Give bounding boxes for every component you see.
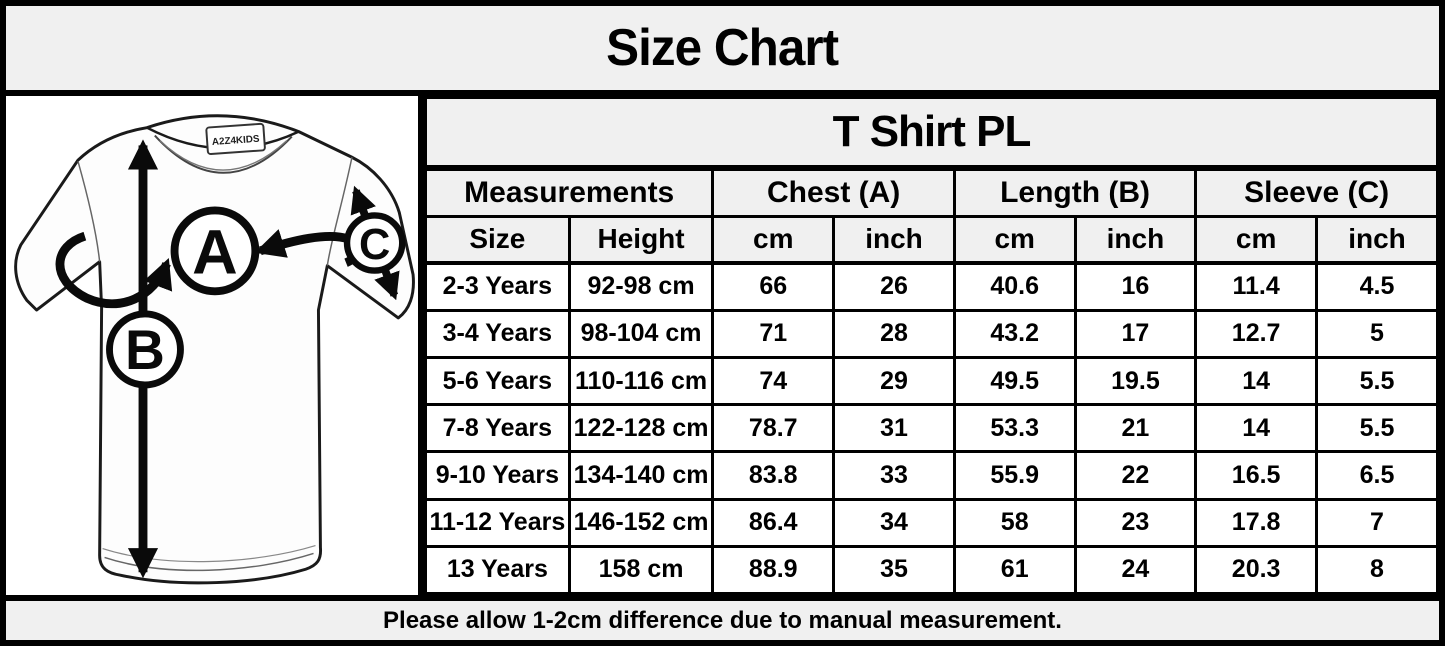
table-cell: 24 xyxy=(1073,544,1198,596)
marker-b-label: B xyxy=(125,319,165,381)
table-cell: 71 xyxy=(711,308,836,360)
table-cell: 7-8 Years xyxy=(424,403,571,454)
table-cell: 14 xyxy=(1194,356,1318,407)
neck-label-tag: A2Z4KIDS xyxy=(205,122,266,155)
subheader-height: Height xyxy=(567,215,715,265)
header-sleeve: Sleeve (C) xyxy=(1194,166,1439,218)
tag-text: A2Z4KIDS xyxy=(212,134,261,148)
table-cell: 7 xyxy=(1315,497,1439,548)
subheader-sleeve-inch: inch xyxy=(1315,215,1439,265)
table-cell: 58 xyxy=(952,497,1077,548)
table-cell: 34 xyxy=(832,497,956,548)
table-cell: 11.4 xyxy=(1194,261,1318,312)
table-cell: 23 xyxy=(1073,497,1198,548)
table-cell: 13 Years xyxy=(424,544,571,596)
table-cell: 4.5 xyxy=(1315,261,1439,312)
table-cell: 66 xyxy=(711,261,836,312)
subheader-sleeve-cm: cm xyxy=(1194,215,1318,265)
table-row: 2-3 Years 92-98 cm 66 26 40.6 16 11.4 4.… xyxy=(424,261,1439,312)
table-cell: 55.9 xyxy=(952,450,1077,501)
table-cell: 17.8 xyxy=(1194,497,1318,548)
table-row: 9-10 Years 134-140 cm 83.8 33 55.9 22 16… xyxy=(424,450,1439,501)
table-title-row: T Shirt PL xyxy=(424,96,1439,171)
table-cell: 31 xyxy=(832,403,956,454)
size-table: T Shirt PL Measurements Chest (A) Length… xyxy=(423,96,1439,596)
table-cell: 9-10 Years xyxy=(424,450,571,501)
sub-header-row: Size Height cm inch cm inch cm inch xyxy=(424,215,1439,265)
marker-a-label: A xyxy=(192,218,238,288)
table-cell: 21 xyxy=(1073,403,1198,454)
tshirt-diagram-svg: A2Z4KIDS A xyxy=(14,114,415,585)
header-length: Length (B) xyxy=(952,166,1198,218)
subheader-size: Size xyxy=(424,215,571,265)
table-cell: 122-128 cm xyxy=(567,403,715,454)
marker-c-label: C xyxy=(359,221,390,269)
size-table-panel: T Shirt PL Measurements Chest (A) Length… xyxy=(423,96,1439,596)
table-row: 7-8 Years 122-128 cm 78.7 31 53.3 21 14 … xyxy=(424,403,1439,454)
subheader-chest-cm: cm xyxy=(711,215,836,265)
table-cell: 5.5 xyxy=(1315,356,1439,407)
footer-note-bar: Please allow 1-2cm difference due to man… xyxy=(6,595,1439,640)
marker-a-badge: A xyxy=(170,206,260,296)
main-content: A2Z4KIDS A xyxy=(6,96,1439,596)
marker-c-badge: C xyxy=(343,212,406,274)
table-cell: 49.5 xyxy=(952,356,1077,407)
table-cell: 16.5 xyxy=(1194,450,1318,501)
subheader-length-inch: inch xyxy=(1073,215,1198,265)
table-cell: 29 xyxy=(832,356,956,407)
table-cell: 2-3 Years xyxy=(424,261,571,312)
title-bar: Size Chart xyxy=(6,6,1439,96)
table-cell: 5-6 Years xyxy=(424,356,571,407)
table-cell: 22 xyxy=(1073,450,1198,501)
table-cell: 5.5 xyxy=(1315,403,1439,454)
table-cell: 5 xyxy=(1315,308,1439,360)
tshirt-outline-icon xyxy=(14,114,415,585)
measurement-disclaimer: Please allow 1-2cm difference due to man… xyxy=(383,606,1062,634)
table-cell: 12.7 xyxy=(1194,308,1318,360)
table-row: 3-4 Years 98-104 cm 71 28 43.2 17 12.7 5 xyxy=(424,308,1439,360)
table-title: T Shirt PL xyxy=(424,96,1439,171)
table-cell: 78.7 xyxy=(711,403,836,454)
header-measurements: Measurements xyxy=(423,166,715,218)
table-cell: 14 xyxy=(1194,403,1318,454)
table-cell: 40.6 xyxy=(952,261,1077,312)
group-header-row: Measurements Chest (A) Length (B) Sleeve… xyxy=(423,166,1439,218)
table-cell: 74 xyxy=(711,356,836,407)
table-cell: 19.5 xyxy=(1073,356,1198,407)
table-cell: 92-98 cm xyxy=(567,261,715,312)
table-cell: 110-116 cm xyxy=(567,356,715,407)
marker-b-badge: B xyxy=(106,310,184,389)
table-cell: 43.2 xyxy=(952,308,1077,360)
table-cell: 6.5 xyxy=(1315,450,1439,501)
table-row: 5-6 Years 110-116 cm 74 29 49.5 19.5 14 … xyxy=(424,356,1439,407)
table-cell: 35 xyxy=(832,544,956,596)
table-cell: 28 xyxy=(832,308,956,360)
tshirt-measurement-diagram: A2Z4KIDS A xyxy=(6,96,424,595)
table-cell: 16 xyxy=(1073,261,1198,312)
table-cell: 158 cm xyxy=(567,544,715,596)
subheader-chest-inch: inch xyxy=(832,215,956,265)
table-cell: 86.4 xyxy=(711,497,836,548)
table-cell: 61 xyxy=(952,544,1077,596)
table-cell: 3-4 Years xyxy=(424,308,571,360)
table-cell: 26 xyxy=(832,261,956,312)
table-cell: 146-152 cm xyxy=(567,497,715,548)
header-chest: Chest (A) xyxy=(711,166,956,218)
table-cell: 134-140 cm xyxy=(567,450,715,501)
table-cell: 17 xyxy=(1073,308,1198,360)
table-row: 11-12 Years 146-152 cm 86.4 34 58 23 17.… xyxy=(424,497,1439,548)
table-row: 13 Years 158 cm 88.9 35 61 24 20.3 8 xyxy=(424,544,1439,596)
table-cell: 33 xyxy=(832,450,956,501)
table-cell: 98-104 cm xyxy=(567,308,715,360)
table-cell: 20.3 xyxy=(1194,544,1318,596)
table-cell: 53.3 xyxy=(952,403,1077,454)
table-cell: 83.8 xyxy=(711,450,836,501)
table-cell: 11-12 Years xyxy=(424,497,571,548)
table-cell: 8 xyxy=(1315,544,1439,596)
page-title: Size Chart xyxy=(606,19,839,77)
subheader-length-cm: cm xyxy=(952,215,1077,265)
table-cell: 88.9 xyxy=(711,544,836,596)
